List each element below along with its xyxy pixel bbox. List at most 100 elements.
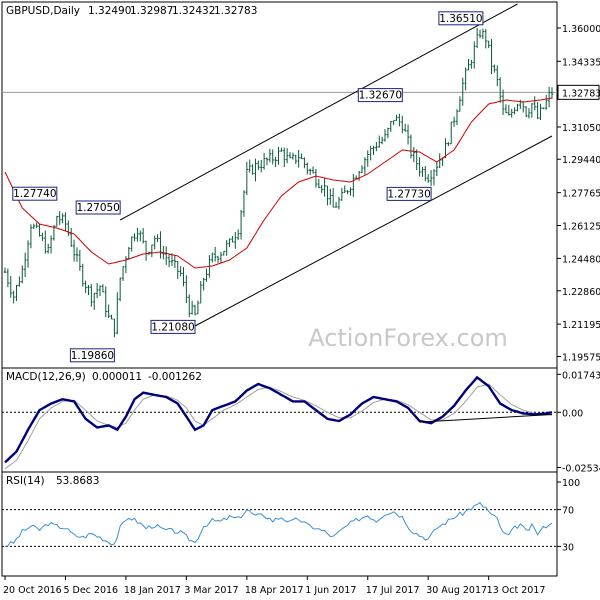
candle (75, 247, 79, 262)
candle (504, 104, 508, 114)
candle (291, 152, 295, 160)
candle (9, 276, 12, 298)
candle (124, 256, 128, 274)
candle (260, 159, 263, 173)
candle (355, 175, 358, 179)
candle (524, 106, 528, 118)
trend-channel-lower (194, 135, 553, 327)
rsi-axis-label: 30 (562, 542, 574, 553)
candle (110, 314, 113, 320)
candle (277, 146, 280, 165)
price-annotation: 1.21080 (150, 319, 196, 334)
candle (72, 239, 76, 262)
candle (522, 101, 525, 113)
candle (326, 185, 329, 206)
candle (435, 161, 439, 177)
candle (139, 230, 142, 242)
price-axis-label: 1.36000 (562, 24, 600, 35)
candle (375, 142, 378, 152)
candle (262, 152, 266, 170)
candle (116, 292, 119, 335)
candle (545, 95, 548, 110)
candle (55, 215, 59, 227)
candle (340, 187, 344, 201)
price-annotation: 1.36510 (438, 11, 484, 26)
price-header-low: 1.32432 (172, 5, 215, 17)
candle (193, 304, 197, 316)
candle (190, 300, 194, 315)
candle (530, 103, 534, 118)
candle (329, 188, 332, 205)
price-axis-label: 1.22860 (562, 287, 600, 298)
macd-axis-label: 0.00 (562, 408, 583, 419)
candle (352, 174, 355, 197)
candle (536, 101, 539, 120)
candle (95, 282, 99, 299)
candle (3, 267, 7, 274)
date-axis-label: 13 Oct 2017 (487, 585, 546, 596)
candle (432, 169, 436, 186)
candle (90, 284, 93, 307)
candle (303, 157, 306, 169)
candle (153, 235, 156, 250)
candle (176, 260, 179, 280)
candle (424, 166, 427, 182)
candle (314, 168, 318, 188)
candle (501, 89, 505, 115)
macd-support-line (419, 413, 553, 423)
price-header-open: 1.32490 (88, 5, 131, 17)
candle (450, 121, 453, 145)
macd-header-main: 0.000011 (92, 371, 142, 383)
candle (274, 156, 277, 168)
candle (44, 230, 47, 254)
candle (107, 304, 110, 318)
candle (403, 123, 407, 132)
candle (173, 255, 177, 269)
price-axis-label: 1.19575 (562, 353, 600, 364)
candle (429, 170, 433, 186)
candle (118, 277, 122, 302)
candle (357, 171, 361, 181)
candle (78, 249, 82, 271)
candle (447, 142, 450, 147)
candle (409, 134, 413, 159)
candle (156, 234, 159, 243)
candle (461, 77, 464, 106)
macd-axis-label: -0.025342 (562, 463, 600, 474)
candle (458, 96, 462, 112)
candle (380, 136, 384, 145)
candle (64, 212, 67, 231)
candle (452, 116, 456, 127)
candle (363, 157, 367, 175)
price-panel-frame (1, 1, 558, 369)
candle (170, 253, 174, 267)
candle (113, 318, 116, 338)
svg-text:1.21080: 1.21080 (151, 321, 194, 333)
candle (251, 164, 254, 175)
candle (406, 124, 410, 145)
candle (392, 120, 395, 126)
candle (317, 179, 321, 189)
candle (70, 227, 73, 247)
candle (6, 268, 10, 288)
candle (444, 138, 447, 159)
candle (378, 135, 381, 148)
candle (159, 231, 162, 259)
candle (300, 153, 303, 160)
price-annotation: 1.27730 (386, 186, 432, 201)
candle (104, 286, 107, 318)
macd-axis-label: 0.017434 (562, 370, 600, 381)
candle (539, 103, 542, 120)
candle (498, 77, 502, 103)
candle (15, 284, 18, 302)
candle (245, 161, 249, 196)
rsi-axis-label: 100 (562, 478, 580, 489)
rsi-header-value: 53.8683 (56, 475, 99, 487)
candle (101, 284, 105, 293)
candle (401, 115, 404, 134)
candle (395, 114, 398, 122)
date-axis-label: 1 Jun 2017 (305, 585, 356, 596)
price-axis-label: 1.26125 (562, 222, 600, 233)
price-annotation: 1.19860 (69, 348, 115, 363)
